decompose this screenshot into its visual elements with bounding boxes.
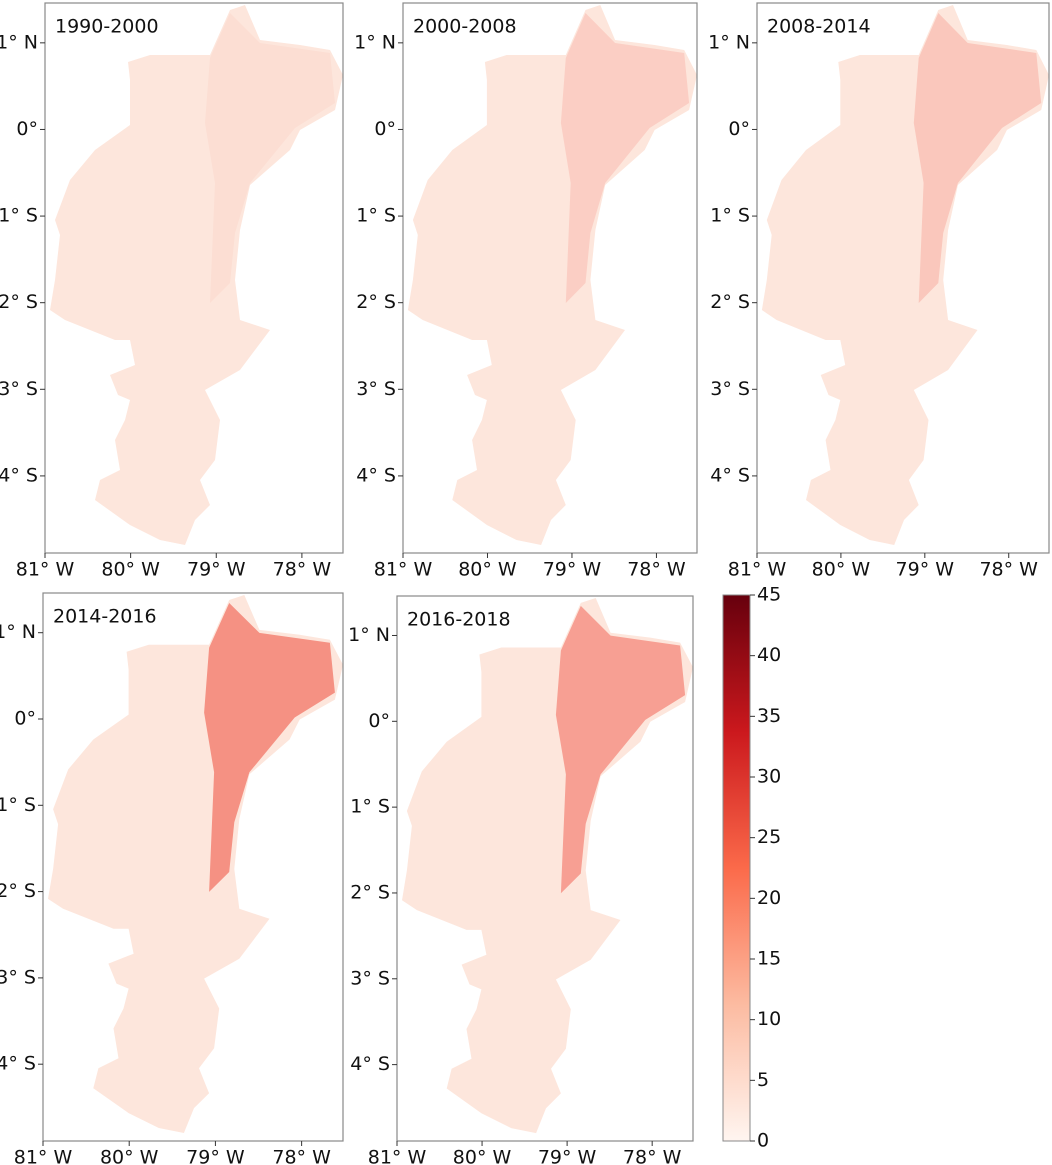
deforestation-hotspot <box>913 13 1042 303</box>
panel-title: 2000-2008 <box>413 16 517 38</box>
panel-frame <box>396 595 694 1142</box>
y-tick-label: 3° S <box>350 967 390 989</box>
colorbar-tick-label: 15 <box>757 948 781 970</box>
colorbar-tick-label: 45 <box>757 584 781 606</box>
y-tick-label: 3° S <box>0 378 38 400</box>
y-tick-label: 1° N <box>708 31 750 53</box>
x-tick-label: 81° W <box>374 559 433 581</box>
region-shape <box>761 5 1049 545</box>
y-tick-label: 4° S <box>710 464 750 486</box>
y-tick-label: 0° <box>16 118 38 140</box>
x-tick-label: 80° W <box>100 1147 159 1165</box>
deforestation-hotspot <box>204 603 335 892</box>
x-tick-label: 79° W <box>187 559 246 581</box>
region-shape <box>407 5 697 545</box>
x-tick-label: 79° W <box>538 1147 597 1165</box>
x-tick-label: 80° W <box>101 559 160 581</box>
map-panel: 2016-2018 1° N 0° 1° S 2° S 3° S 4° S 81° W 80° … <box>348 595 694 1165</box>
y-tick-label: 0° <box>728 118 750 140</box>
y-tick-label: 1° N <box>354 31 396 53</box>
map-panel: 2000-2008 1° N 0° 1° S 2° S 3° S 4° S 81° W 80° … <box>354 2 698 581</box>
y-tick-label: 3° S <box>0 966 36 988</box>
y-tick-label: 4° S <box>350 1053 390 1075</box>
x-tick-label: 78° W <box>623 1147 682 1165</box>
x-tick-label: 79° W <box>896 559 955 581</box>
panel-frame <box>44 2 344 554</box>
panel-frame <box>402 2 698 554</box>
y-tick-label: 1° S <box>0 205 38 227</box>
deforestation-hotspot <box>560 13 690 303</box>
y-tick-label: 1° S <box>350 796 390 818</box>
colorbar <box>722 594 751 1142</box>
x-tick-label: 78° W <box>979 559 1038 581</box>
colorbar-tick-label: 10 <box>757 1008 781 1030</box>
panel-title: 1990-2000 <box>55 16 159 38</box>
map-panel: 1990-2000 1° N 0° 1° S 2° S 3° S 4° S 81° W 80° … <box>0 2 344 581</box>
x-tick-label: 81° W <box>368 1147 427 1165</box>
region-shape <box>402 598 693 1134</box>
y-tick-label: 1° N <box>0 621 36 643</box>
colorbar-tick-label: 35 <box>757 705 781 727</box>
colorbar-tick-label: 30 <box>757 766 781 788</box>
y-tick-label: 1° S <box>356 205 396 227</box>
x-tick-label: 80° W <box>453 1147 512 1165</box>
y-tick-label: 1° S <box>0 794 36 816</box>
x-tick-label: 78° W <box>627 559 686 581</box>
y-tick-label: 0° <box>374 118 396 140</box>
y-tick-label: 2° S <box>0 291 38 313</box>
x-tick-label: 81° W <box>16 559 75 581</box>
panel-title: 2014-2016 <box>53 606 157 628</box>
y-tick-label: 1° N <box>0 31 38 53</box>
panel-frame <box>756 2 1050 554</box>
y-tick-label: 3° S <box>356 378 396 400</box>
y-tick-label: 2° S <box>350 881 390 903</box>
panel-title: 2016-2018 <box>407 609 511 631</box>
map-panel: 2014-2016 1° N 0° 1° S 2° S 3° S 4° S 81° W 80° … <box>0 592 344 1165</box>
colorbar-tick-label: 0 <box>757 1130 769 1152</box>
x-tick-label: 80° W <box>458 559 517 581</box>
y-tick-label: 1° S <box>710 205 750 227</box>
y-tick-label: 2° S <box>0 880 36 902</box>
x-tick-label: 78° W <box>273 559 332 581</box>
deforestation-hotspot <box>205 13 335 303</box>
y-tick-label: 2° S <box>710 291 750 313</box>
colorbar-tick-label: 20 <box>757 887 781 909</box>
x-tick-label: 79° W <box>186 1147 245 1165</box>
y-tick-label: 1° N <box>348 624 390 646</box>
y-tick-label: 4° S <box>0 464 38 486</box>
y-tick-label: 2° S <box>356 291 396 313</box>
x-tick-label: 78° W <box>272 1147 331 1165</box>
map-panel: 2008-2014 1° N 0° 1° S 2° S 3° S 4° S 81° W 80° … <box>708 2 1050 581</box>
x-tick-label: 80° W <box>812 559 871 581</box>
panel-title: 2008-2014 <box>767 16 871 38</box>
y-tick-label: 0° <box>14 707 36 729</box>
colorbar-tick-label: 40 <box>757 644 781 666</box>
panel-frame <box>42 592 344 1142</box>
colorbar-tick-label: 5 <box>757 1069 769 1091</box>
x-tick-label: 81° W <box>14 1147 73 1165</box>
colorbar-tick-label: 25 <box>757 826 781 848</box>
y-tick-label: 4° S <box>0 1053 36 1075</box>
region-shape <box>50 5 343 545</box>
y-tick-label: 0° <box>368 710 390 732</box>
y-tick-label: 4° S <box>356 464 396 486</box>
x-tick-label: 79° W <box>543 559 602 581</box>
x-tick-label: 81° W <box>728 559 787 581</box>
y-tick-label: 3° S <box>710 378 750 400</box>
deforestation-hotspot <box>555 605 686 894</box>
